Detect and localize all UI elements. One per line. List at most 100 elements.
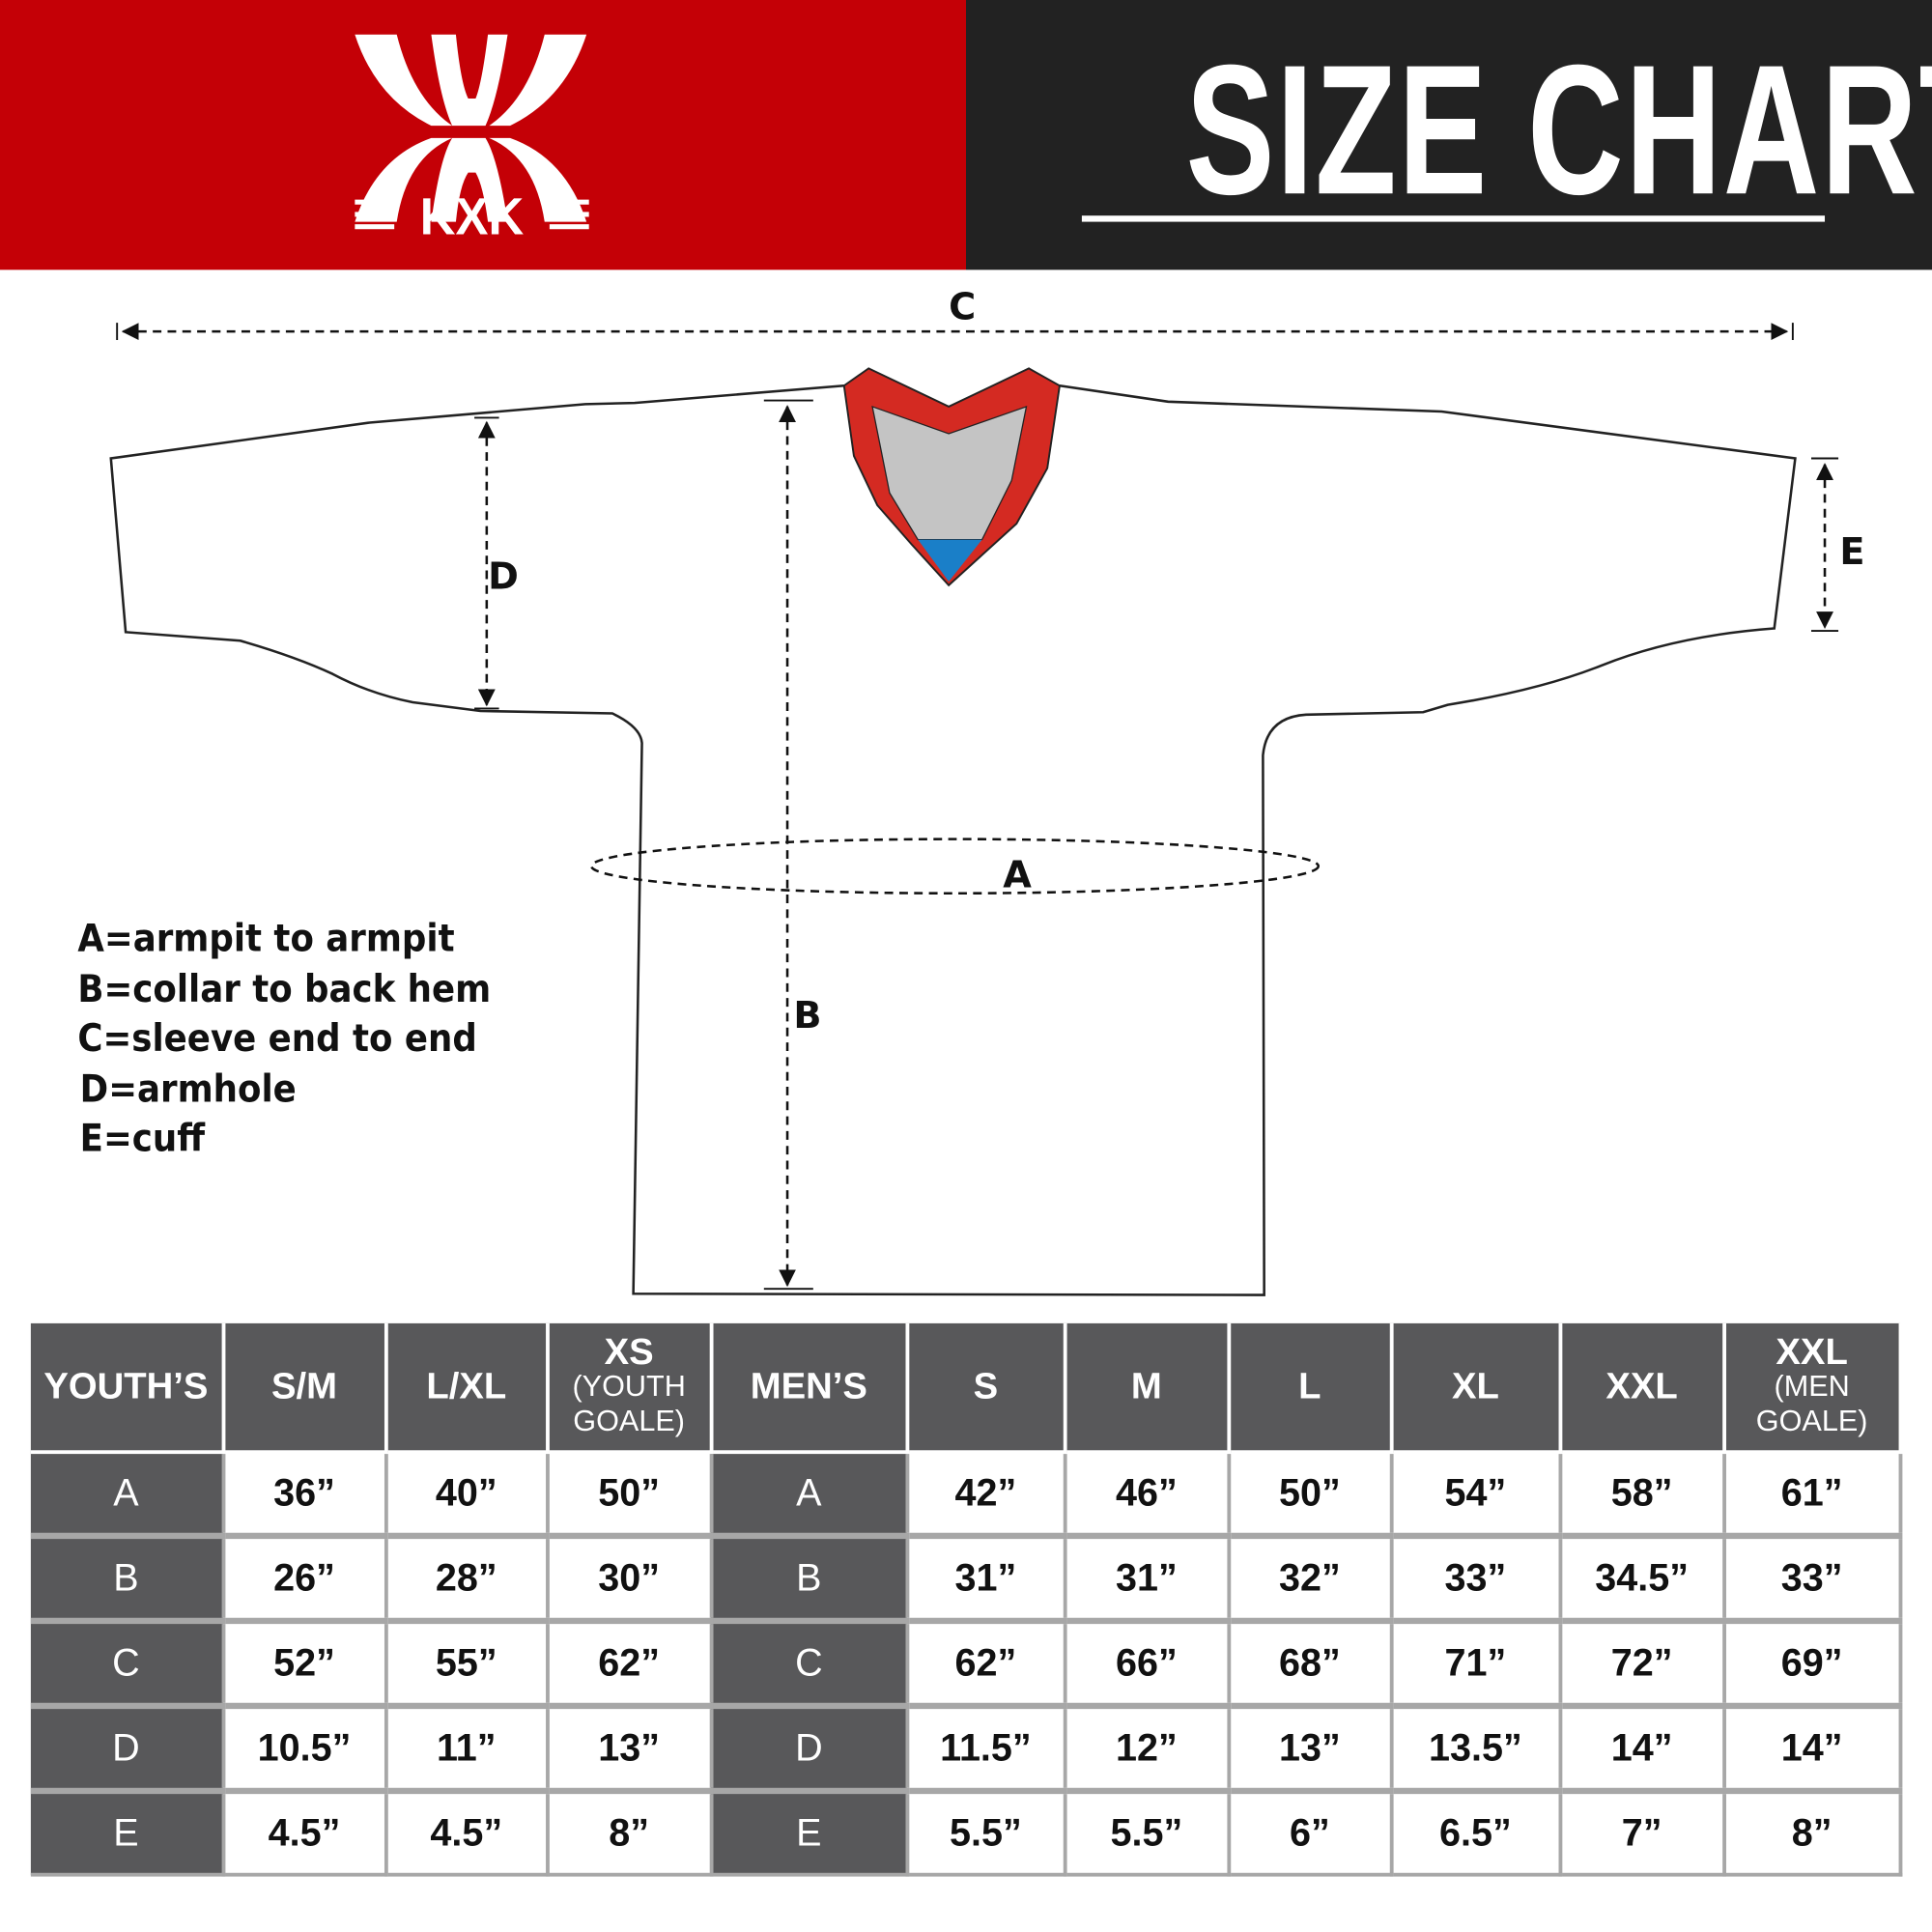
column-header-label: S (973, 1365, 999, 1406)
row-label: E (30, 1787, 225, 1877)
table-cell: 71” (1389, 1617, 1562, 1708)
table-cell: 55” (384, 1617, 550, 1708)
table-row: B 26” 28” 30” B 31” 31” 32” 33” 34.5” 33” (30, 1532, 1902, 1623)
column-header-label: L/XL (426, 1365, 507, 1406)
label-b: B (793, 994, 821, 1037)
column-header-sublabel: (YOUTH GOALE) (572, 1369, 686, 1437)
column-header-label: XXL (1605, 1365, 1678, 1406)
column-header: L (1228, 1322, 1393, 1455)
table-cell: 5.5” (904, 1787, 1066, 1877)
table-row: D 10.5” 11” 13” D 11.5” 12” 13” 13.5” 14” 14” (30, 1702, 1902, 1793)
table-cell: 50” (1226, 1450, 1393, 1538)
table-cell: 32” (1226, 1532, 1393, 1623)
table-cell: 12” (1063, 1702, 1231, 1793)
youth-header: YOUTH’S (30, 1322, 225, 1455)
row-label: B (710, 1532, 909, 1623)
table-row: A 36” 40” 50” A 42” 46” 50” 54” 58” 61” (30, 1450, 1902, 1538)
column-header-label: S/M (271, 1365, 338, 1406)
column-header-label: XL (1451, 1365, 1499, 1406)
table-cell: 61” (1721, 1450, 1902, 1538)
column-header: XL (1391, 1322, 1562, 1455)
row-label: A (30, 1450, 225, 1538)
column-header-label: M (1130, 1365, 1162, 1406)
title-banner (965, 0, 1932, 270)
row-label: D (710, 1702, 909, 1793)
table-cell: 69” (1721, 1617, 1902, 1708)
column-header: XXL (MEN GOALE) (1723, 1322, 1902, 1455)
table-cell: 13.5” (1389, 1702, 1562, 1793)
column-header: M (1065, 1322, 1231, 1455)
row-label: E (710, 1787, 909, 1877)
table-cell: 4.5” (220, 1787, 388, 1877)
column-header: S (906, 1322, 1066, 1455)
jersey-diagram: C D B E A (109, 285, 1864, 1296)
column-header-label: MEN’S (750, 1365, 867, 1406)
table-cell: 52” (220, 1617, 388, 1708)
column-header-label: XXL (1776, 1331, 1848, 1373)
column-header-label: XS (604, 1331, 654, 1373)
table-cell: 11” (384, 1702, 550, 1793)
table-cell: 72” (1557, 1617, 1726, 1708)
table-cell: 31” (904, 1532, 1066, 1623)
table-cell: 10.5” (220, 1702, 388, 1793)
table-cell: 33” (1389, 1532, 1562, 1623)
row-label: C (710, 1617, 909, 1708)
collar-inner (871, 405, 1028, 541)
table-cell: 62” (545, 1617, 713, 1708)
table-row: E 4.5” 4.5” 8” E 5.5” 5.5” 6” 6.5” 7” 8” (30, 1787, 1902, 1877)
legend-item: E=cuff (79, 1116, 206, 1161)
men-header: MEN’S (710, 1322, 909, 1455)
measurement-legend: A=armpit to armpit B=collar to back hem … (77, 914, 491, 1163)
table-cell: 46” (1063, 1450, 1231, 1538)
table-cell: 14” (1721, 1702, 1902, 1793)
label-a: A (1003, 853, 1032, 896)
column-header: XXL (1559, 1322, 1726, 1455)
collar-tag (918, 539, 982, 582)
row-label: D (30, 1702, 225, 1793)
legend-item: B=collar to back hem (77, 966, 492, 1011)
page-title: SIZE CHART (1185, 25, 1932, 234)
table-cell: 7” (1557, 1787, 1726, 1877)
table-header-row: YOUTH’S S/M L/XL XS (YOUTH GOALE) MEN’S S M L XL X… (30, 1322, 1902, 1455)
column-header-label: L (1298, 1365, 1321, 1406)
table-cell: 33” (1721, 1532, 1902, 1623)
table-cell: 26” (220, 1532, 388, 1623)
row-label: C (30, 1617, 225, 1708)
row-label: B (30, 1532, 225, 1623)
table-cell: 50” (545, 1450, 713, 1538)
table-cell: 8” (545, 1787, 713, 1877)
table-cell: 68” (1226, 1617, 1393, 1708)
brand-banner: KXK (0, 0, 966, 270)
table-cell: 13” (1226, 1702, 1393, 1793)
legend-item: C=sleeve end to end (77, 1016, 477, 1062)
column-header-label: YOUTH’S (43, 1365, 209, 1406)
table-cell: 4.5” (384, 1787, 550, 1877)
table-cell: 36” (220, 1450, 388, 1538)
table-cell: 40” (384, 1450, 550, 1538)
table-cell: 11.5” (904, 1702, 1066, 1793)
table-cell: 28” (384, 1532, 550, 1623)
table-cell: 8” (1721, 1787, 1902, 1877)
column-header: L/XL (385, 1322, 550, 1455)
table-cell: 54” (1389, 1450, 1562, 1538)
label-e: E (1839, 530, 1864, 574)
column-header: S/M (222, 1322, 388, 1455)
table-cell: 6.5” (1389, 1787, 1562, 1877)
dimension-a-ellipse (589, 838, 1321, 895)
table-cell: 30” (545, 1532, 713, 1623)
table-cell: 31” (1063, 1532, 1231, 1623)
table-cell: 5.5” (1063, 1787, 1231, 1877)
legend-item: A=armpit to armpit (77, 916, 455, 961)
row-label: A (710, 1450, 909, 1538)
table-cell: 6” (1226, 1787, 1393, 1877)
table-cell: 58” (1557, 1450, 1726, 1538)
table-cell: 42” (904, 1450, 1066, 1538)
label-c: C (949, 285, 976, 328)
table-cell: 66” (1063, 1617, 1231, 1708)
svg-text:KXK: KXK (420, 188, 525, 245)
table-cell: 14” (1557, 1702, 1726, 1793)
kxk-logo: KXK (355, 34, 589, 246)
column-header: XS (YOUTH GOALE) (547, 1322, 713, 1455)
label-d: D (488, 555, 519, 599)
